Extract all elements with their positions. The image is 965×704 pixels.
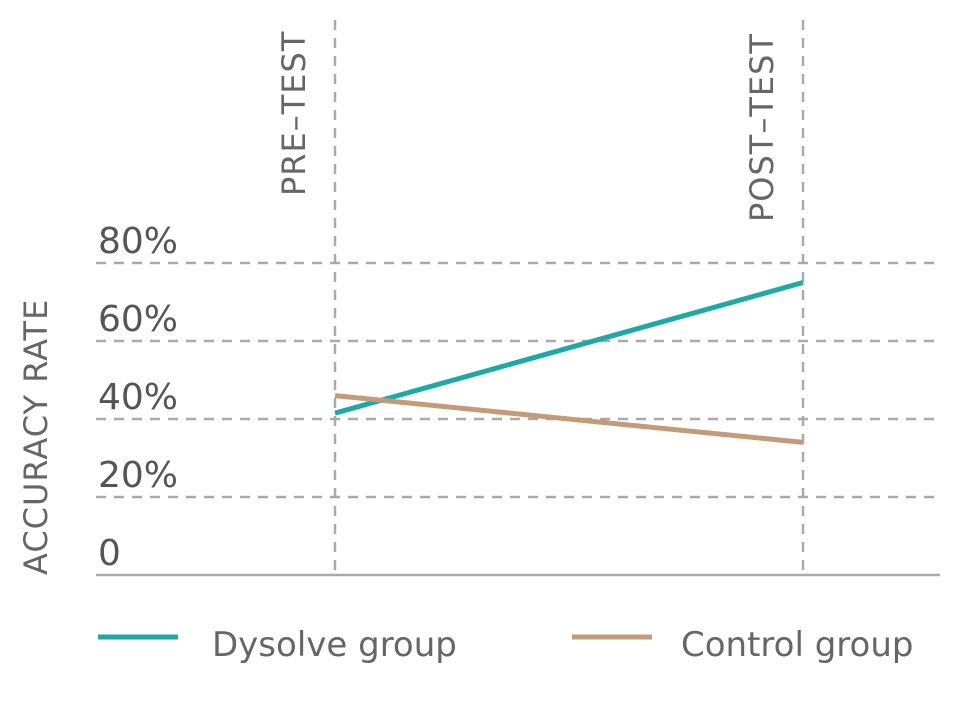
grid — [96, 20, 940, 575]
y-ticks: 0 20% 40% 60% 80% — [98, 221, 178, 574]
x-category-label: POST–TEST — [743, 33, 781, 222]
legend-label: Control group — [681, 625, 913, 665]
legend: Dysolve group Control group — [98, 625, 913, 665]
x-categories: PRE–TEST POST–TEST — [275, 31, 781, 222]
series — [334, 280, 804, 445]
series-line-control-group — [334, 393, 804, 445]
y-tick-label: 40% — [98, 377, 178, 418]
y-tick-label: 60% — [98, 299, 178, 340]
y-tick-label: 80% — [98, 221, 178, 262]
x-category-label: PRE–TEST — [275, 31, 313, 196]
legend-label: Dysolve group — [212, 625, 457, 665]
y-tick-label: 0 — [98, 533, 121, 574]
y-tick-label: 20% — [98, 455, 178, 496]
series-line-dysolve-group — [334, 280, 804, 416]
y-axis-label: ACCURACY RATE — [17, 299, 55, 575]
